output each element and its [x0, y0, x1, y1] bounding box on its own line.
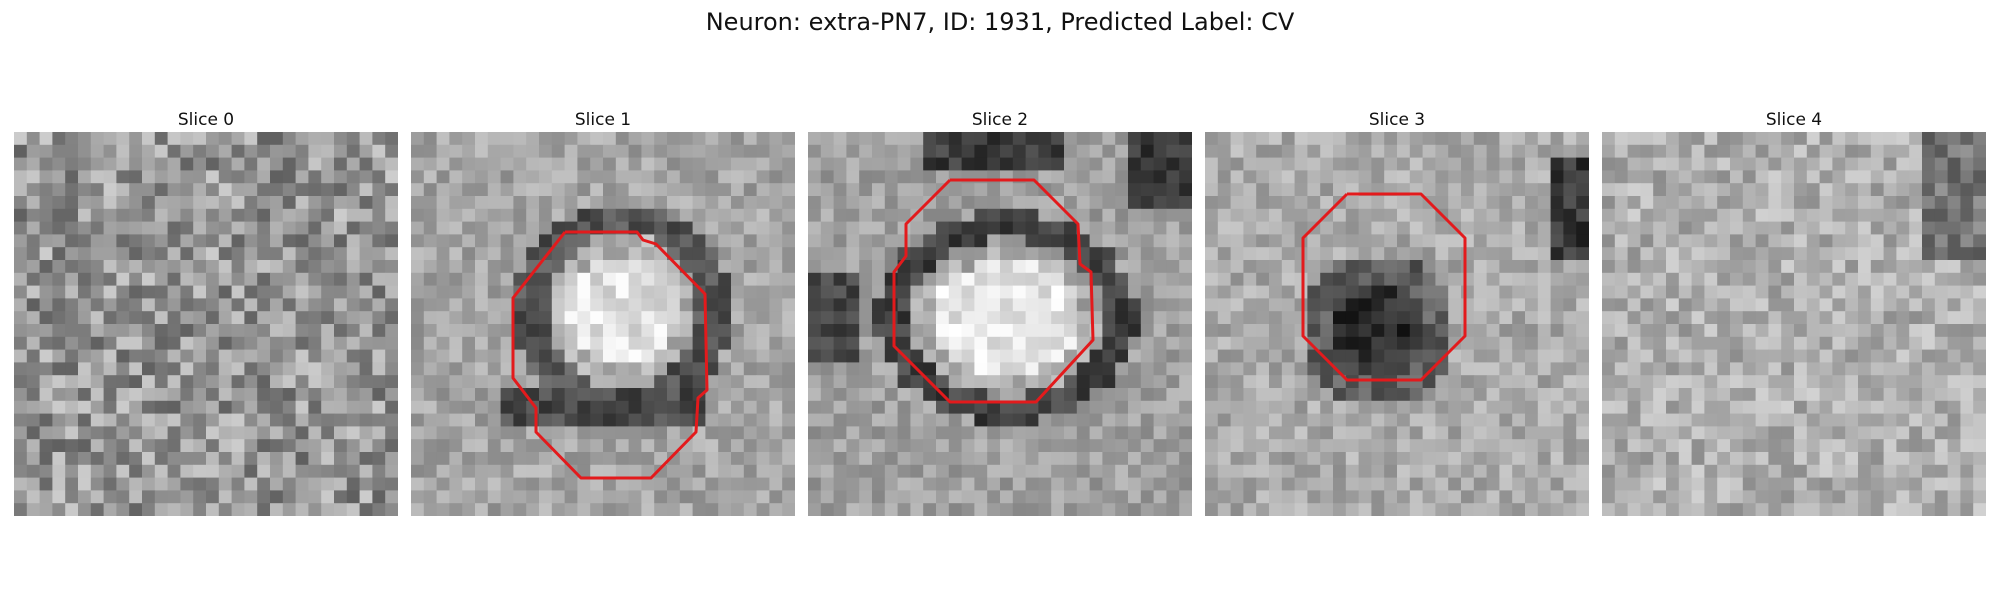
slice-title: Slice 3 [1368, 110, 1426, 130]
slice-panel-1: Slice 1 [411, 108, 795, 516]
slice-image-1 [411, 132, 795, 516]
slice-title: Slice 1 [574, 110, 632, 130]
slice-panel-3: Slice 3 [1205, 108, 1589, 516]
slice-image-4 [1602, 132, 1986, 516]
slice-image-0 [14, 132, 398, 516]
slice-image-3 [1205, 132, 1589, 516]
figure-title: Neuron: extra-PN7, ID: 1931, Predicted L… [705, 8, 1295, 36]
slice-title: Slice 4 [1765, 110, 1823, 130]
slice-title: Slice 2 [971, 110, 1029, 130]
slice-title: Slice 0 [177, 110, 235, 130]
slice-panel-4: Slice 4 [1602, 108, 1986, 516]
slice-panel-0: Slice 0 [14, 108, 398, 516]
segmentation-contour [892, 178, 1095, 404]
segmentation-contour [1301, 192, 1467, 382]
slice-image-2 [808, 132, 1192, 516]
slice-panel-2: Slice 2 [808, 108, 1192, 516]
segmentation-contour [511, 230, 709, 480]
